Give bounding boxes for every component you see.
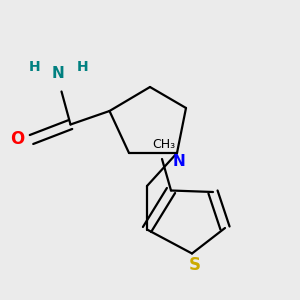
Text: S: S: [189, 256, 201, 274]
Text: CH₃: CH₃: [152, 139, 175, 152]
Text: N: N: [52, 66, 65, 81]
Text: O: O: [10, 130, 24, 148]
Text: H: H: [76, 59, 88, 74]
Text: N: N: [172, 154, 185, 169]
Text: H: H: [29, 59, 40, 74]
